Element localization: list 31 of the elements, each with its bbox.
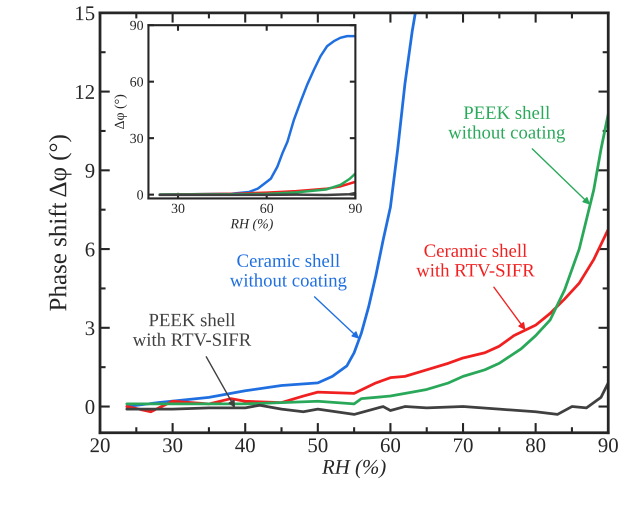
y-tick-label: 30 xyxy=(130,134,144,144)
x-tick-label: 50 xyxy=(308,438,328,452)
y-tick-label: 90 xyxy=(130,20,144,30)
y-tick-label: 3 xyxy=(86,321,94,336)
y-tick-label: 12 xyxy=(76,85,94,99)
y-tick-label: 15 xyxy=(76,6,94,20)
y-tick-label: 9 xyxy=(85,164,94,178)
annotation: PEEK shell without coating xyxy=(448,106,565,142)
x-tick-label: 30 xyxy=(172,204,184,214)
x-tick-label: 90 xyxy=(348,204,362,214)
y-axis-title: Δφ (°) xyxy=(114,94,127,129)
x-tick-label: 60 xyxy=(380,438,400,452)
y-tick-label: 60 xyxy=(130,77,144,87)
annotation: Ceramic shell with RTV-SIFR xyxy=(416,244,535,277)
y-tick-label: 0 xyxy=(137,190,144,200)
y-tick-label: 6 xyxy=(86,242,95,256)
x-axis-title: RH (%) xyxy=(322,459,386,478)
y-axis-title: Phase shift Δφ (°) xyxy=(48,135,72,311)
annotation: Ceramic shell without coating xyxy=(230,254,347,290)
x-tick-label: 20 xyxy=(90,438,110,452)
x-tick-label: 70 xyxy=(454,438,473,452)
x-tick-label: 90 xyxy=(598,438,618,452)
x-axis-title: RH (%) xyxy=(230,218,273,232)
x-tick-label: 40 xyxy=(235,438,255,452)
line-series xyxy=(125,12,417,408)
x-tick-label: 80 xyxy=(526,438,546,452)
line-series xyxy=(125,382,608,416)
y-tick-label: 0 xyxy=(86,400,94,414)
x-tick-label: 60 xyxy=(260,204,274,214)
x-tick-label: 30 xyxy=(163,438,182,452)
annotation: PEEK shell with RTV-SIFR xyxy=(132,313,252,346)
